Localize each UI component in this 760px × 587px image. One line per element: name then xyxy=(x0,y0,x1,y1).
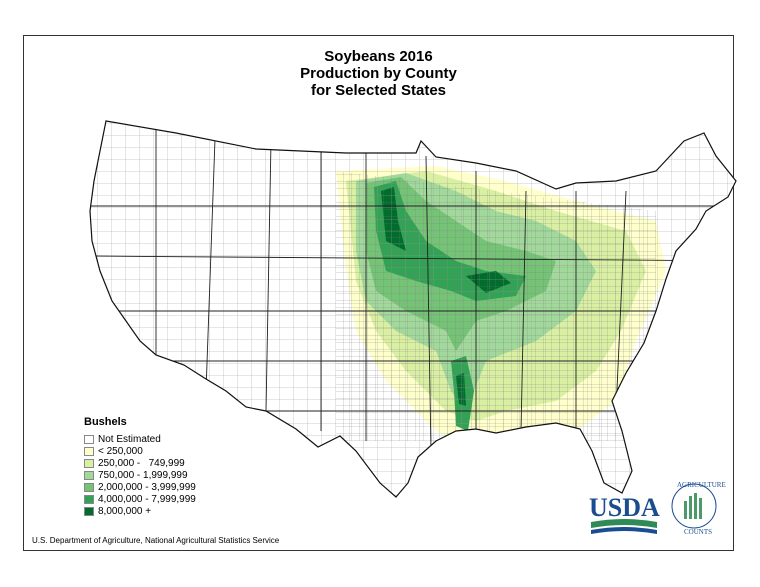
usda-wordmark: USDA xyxy=(589,493,660,522)
map-title: Soybeans 2016 Production by County for S… xyxy=(24,48,733,99)
source-footer: U.S. Department of Agriculture, National… xyxy=(32,536,280,545)
legend-label: 750,000 - 1,999,999 xyxy=(98,470,188,481)
legend-item: 250,000 - 749,999 xyxy=(84,458,196,469)
legend-item: Not Estimated xyxy=(84,434,196,445)
legend-items: Not Estimated < 250,000 250,000 - 749,999 7… xyxy=(84,434,196,517)
legend-item: 2,000,000 - 3,999,999 xyxy=(84,482,196,493)
legend-swatch xyxy=(84,483,94,492)
legend: Bushels Not Estimated < 250,000 250,000 - … xyxy=(84,416,196,518)
title-line-1: Soybeans 2016 xyxy=(324,48,433,65)
legend-title: Bushels xyxy=(84,416,127,428)
legend-label: 250,000 - 749,999 xyxy=(98,458,185,469)
map-frame: Soybeans 2016 Production by County for S… xyxy=(23,35,737,551)
legend-label: 4,000,000 - 7,999,999 xyxy=(98,494,196,505)
logo-arc-bottom: COUNTS xyxy=(684,528,712,536)
state-fill-layer xyxy=(90,121,736,497)
legend-swatch xyxy=(84,495,94,504)
legend-swatch xyxy=(84,447,94,456)
title-line-2: Production by County xyxy=(300,65,457,82)
legend-item: < 250,000 xyxy=(84,446,196,457)
title-line-3: for Selected States xyxy=(310,82,447,99)
legend-swatch xyxy=(84,435,94,444)
legend-label: Not Estimated xyxy=(98,434,161,445)
logo-arc-top: AGRICULTURE xyxy=(677,481,726,489)
legend-item: 750,000 - 1,999,999 xyxy=(84,470,196,481)
legend-label: < 250,000 xyxy=(98,446,143,457)
legend-item: 4,000,000 - 7,999,999 xyxy=(84,494,196,505)
us-county-map xyxy=(89,120,737,498)
legend-swatch xyxy=(84,471,94,480)
legend-label: 2,000,000 - 3,999,999 xyxy=(98,482,196,493)
legend-swatch xyxy=(84,507,94,516)
legend-swatch xyxy=(84,459,94,468)
legend-label: 8,000,000 + xyxy=(98,506,152,517)
legend-item: 8,000,000 + xyxy=(84,506,196,517)
usda-agriculture-counts-logo: USDA AGRICULTURE COUNTS xyxy=(589,481,726,536)
